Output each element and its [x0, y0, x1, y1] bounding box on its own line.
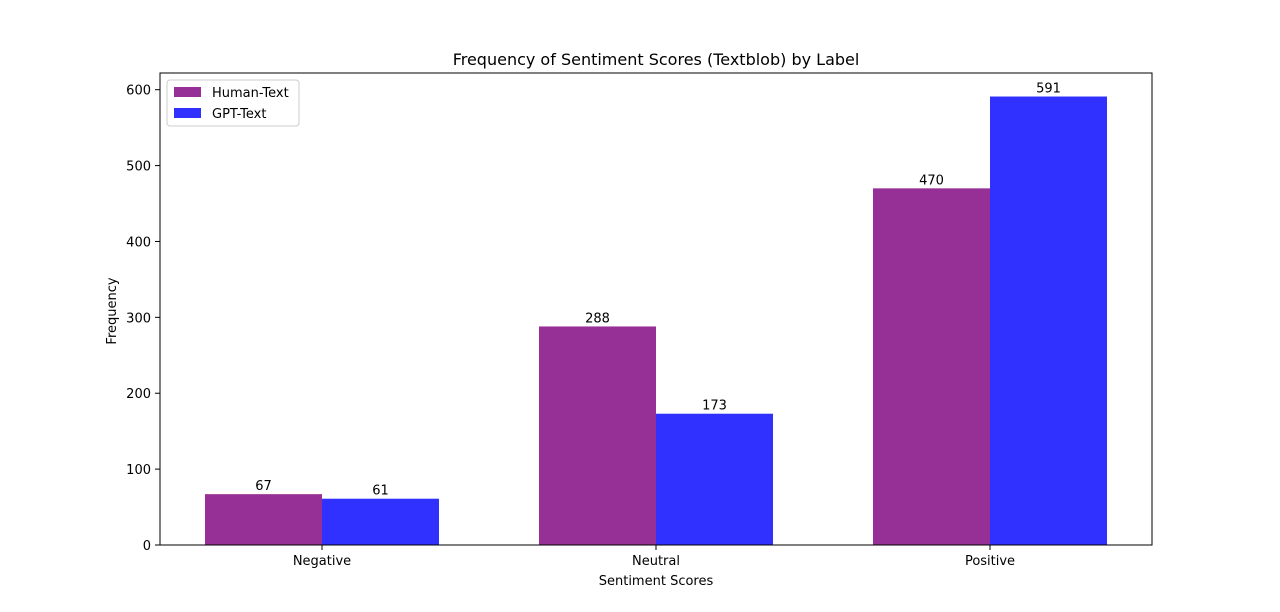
x-tick-label-neutral: Neutral — [632, 554, 680, 569]
y-axis-label: Frequency — [105, 277, 120, 344]
bars-layer — [205, 96, 1107, 546]
bar-gpt-text-neutral — [656, 413, 773, 545]
y-tick-label: 100 — [126, 463, 151, 478]
legend-swatch-human-text — [174, 87, 201, 97]
y-axis: 0 100 200 300 400 500 600 — [126, 84, 160, 554]
chart-title: Frequency of Sentiment Scores (Textblob)… — [453, 50, 860, 69]
y-tick-label: 300 — [126, 311, 151, 326]
bar-gpt-text-positive — [990, 96, 1107, 546]
x-axis-label: Sentiment Scores — [599, 574, 714, 589]
y-tick-label: 600 — [126, 84, 151, 99]
bar-human-text-negative — [205, 494, 322, 545]
legend-swatch-gpt-text — [174, 108, 201, 118]
legend-label-gpt-text: GPT-Text — [212, 107, 266, 122]
x-tick-label-positive: Positive — [965, 554, 1015, 569]
y-tick-label: 0 — [143, 539, 151, 554]
y-tick-label: 400 — [126, 235, 151, 250]
bar-value-label: 288 — [585, 311, 610, 326]
bar-human-text-neutral — [539, 326, 656, 545]
y-tick-label: 200 — [126, 387, 151, 402]
bar-labels-layer: 67 288 470 61 173 591 — [255, 82, 1061, 499]
bar-value-label: 470 — [919, 173, 944, 188]
bar-human-text-positive — [873, 188, 990, 545]
x-axis: Negative Neutral Positive — [293, 545, 1015, 569]
bar-value-label: 67 — [255, 479, 272, 494]
bar-value-label: 61 — [372, 484, 389, 499]
legend-label-human-text: Human-Text — [212, 86, 289, 101]
bar-gpt-text-negative — [322, 498, 439, 545]
y-tick-label: 500 — [126, 160, 151, 175]
bar-value-label: 591 — [1036, 82, 1061, 97]
x-tick-label-negative: Negative — [293, 554, 351, 569]
legend: Human-Text GPT-Text — [166, 79, 300, 127]
bar-value-label: 173 — [702, 399, 727, 414]
